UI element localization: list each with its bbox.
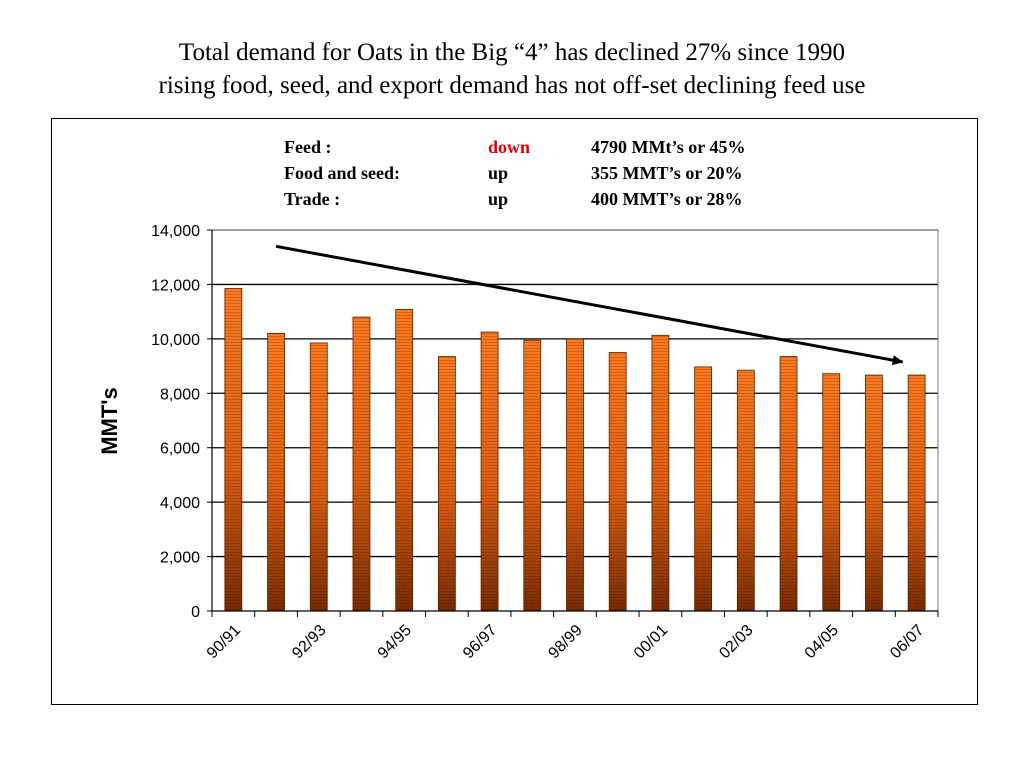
bar-texture — [481, 332, 499, 611]
annotation-food-seed-direction: up — [488, 163, 509, 183]
y-tick-label: 8,000 — [160, 386, 200, 403]
x-tick-label: 04/05 — [802, 622, 842, 662]
bar-texture — [780, 356, 798, 611]
annotation-feed-value: 4790 MMt’s or 45% — [591, 137, 746, 157]
annotation-directions: down up up — [488, 134, 530, 212]
x-tick-label: 06/07 — [887, 622, 927, 662]
annotation-feed-direction: down — [488, 137, 531, 157]
bar-texture — [908, 375, 926, 611]
x-tick-label: 94/95 — [375, 622, 415, 662]
y-tick-label: 14,000 — [151, 223, 200, 240]
bar-texture — [566, 338, 584, 611]
x-tick-labels: 90/91 92/93 94/95 96/97 98/99 00/01 02/03 04/05… — [204, 622, 928, 662]
bar-texture — [224, 288, 242, 611]
bar-texture — [822, 373, 840, 611]
y-tick-labels: 0 2,000 4,000 6,000 8,000 10,000 12,000 14,000 — [151, 223, 200, 621]
x-tick-label: 90/91 — [204, 622, 244, 662]
y-tick-label: 0 — [191, 604, 200, 621]
bar-texture — [737, 370, 755, 611]
y-axis-label: MMT's — [97, 387, 122, 455]
bar-texture — [865, 375, 883, 611]
y-tick-label: 4,000 — [160, 495, 200, 512]
y-tick-label: 6,000 — [160, 441, 200, 458]
x-tick-label: 98/99 — [545, 622, 585, 662]
annotation-food-seed-label: Food and seed: — [284, 163, 401, 183]
bars — [224, 288, 926, 612]
chart-frame — [51, 118, 978, 705]
title-line-2: rising food, seed, and export demand has… — [158, 72, 866, 99]
bar-texture — [267, 333, 285, 611]
bar-texture — [352, 317, 370, 611]
bar-texture — [395, 309, 413, 611]
annotation-values: 4790 MMt’s or 45% 355 MMT’s or 20% 400 M… — [591, 134, 745, 212]
bar-texture — [694, 366, 712, 611]
gridlines — [207, 229, 938, 612]
annotation-trade-label: Trade : — [284, 189, 341, 209]
bar-texture — [523, 340, 541, 611]
annotation-feed-label: Feed : — [284, 137, 332, 157]
x-tick-label: 96/97 — [460, 622, 500, 662]
x-tick-label: 00/01 — [631, 622, 671, 662]
slide-title: Total demand for Oats in the Big “4” has… — [0, 36, 1024, 102]
annotation-trade-direction: up — [488, 189, 509, 209]
title-line-1: Total demand for Oats in the Big “4” has… — [178, 39, 846, 66]
trend-arrow — [275, 244, 904, 366]
bar-texture — [609, 352, 627, 611]
y-tick-label: 2,000 — [160, 550, 200, 567]
y-tick-label: 10,000 — [151, 332, 200, 349]
annotation-trade-value: 400 MMT’s or 28% — [591, 189, 743, 209]
bar-texture — [651, 335, 669, 611]
bar-texture — [438, 356, 456, 611]
x-tick-label: 02/03 — [716, 622, 756, 662]
y-tick-label: 12,000 — [151, 277, 200, 294]
x-tick-label: 92/93 — [289, 622, 329, 662]
bar-texture — [310, 342, 328, 611]
axes — [211, 229, 939, 617]
annotation-labels: Feed : Food and seed: Trade : — [284, 134, 400, 212]
annotation-food-seed-value: 355 MMT’s or 20% — [591, 163, 743, 183]
